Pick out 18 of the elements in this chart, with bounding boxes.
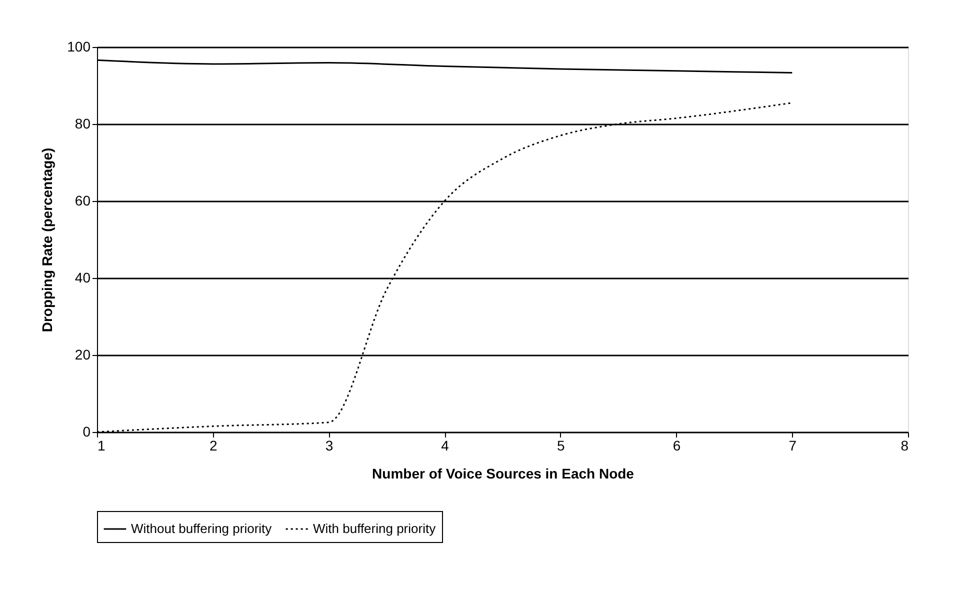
y-tick-label: 0 bbox=[82, 424, 91, 440]
x-tick-label: 1 bbox=[98, 438, 106, 454]
y-tick-label: 20 bbox=[74, 346, 91, 362]
x-tick-label: 7 bbox=[788, 438, 797, 454]
y-tick-label: 40 bbox=[74, 270, 91, 286]
legend-label: Without buffering priority bbox=[131, 521, 272, 536]
x-tick-label: 3 bbox=[325, 438, 334, 454]
y-axis-title: Dropping Rate (percentage) bbox=[39, 148, 56, 332]
x-tick-label: 2 bbox=[209, 438, 218, 454]
x-tick-label: 6 bbox=[672, 438, 681, 454]
y-tick-label: 100 bbox=[67, 38, 91, 54]
x-axis-title: Number of Voice Sources in Each Node bbox=[372, 466, 634, 482]
x-tick-label: 5 bbox=[557, 438, 566, 454]
x-tick-label: 8 bbox=[900, 438, 909, 454]
y-tick-label: 80 bbox=[74, 116, 91, 132]
legend-label: With buffering priority bbox=[313, 521, 436, 536]
x-tick-label: 4 bbox=[441, 438, 450, 454]
y-tick-label: 60 bbox=[74, 192, 91, 208]
